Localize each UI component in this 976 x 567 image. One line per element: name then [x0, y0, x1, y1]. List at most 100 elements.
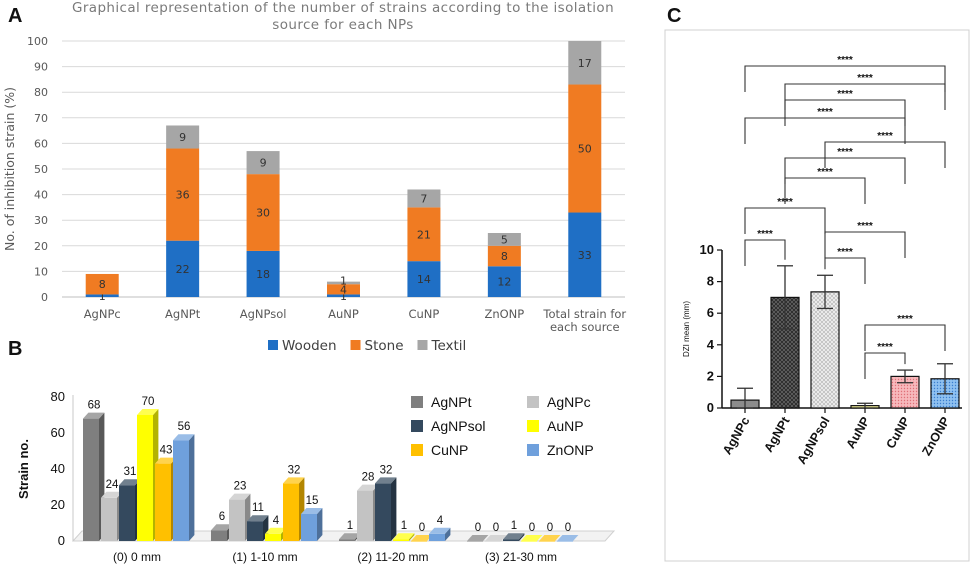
- chart-b-y-tick: 80: [51, 389, 65, 404]
- chart-b-data-label: 32: [380, 464, 393, 476]
- chart-c-significance-label: ****: [777, 197, 793, 208]
- chart-a-legend-swatch-textil: [417, 340, 428, 350]
- chart-a-y-tick: 10: [34, 265, 48, 278]
- chart-b-legend-swatch-agnpt: [411, 396, 423, 408]
- chart-b-bar-top: [283, 477, 305, 484]
- chart-b-legend-swatch-agnpc: [527, 396, 539, 408]
- chart-a-data-label: 9: [260, 157, 267, 170]
- chart-b-data-label: 15: [306, 495, 319, 507]
- chart-a-y-tick: 40: [34, 189, 48, 202]
- chart-b-bar-top: [521, 535, 543, 541]
- panel-c-border: [664, 29, 970, 562]
- chart-c-significance-label: ****: [877, 131, 893, 142]
- chart-b-bar-side: [445, 527, 451, 541]
- chart-b-data-label: 0: [529, 522, 535, 534]
- chart-a-bar-stone: [327, 284, 360, 295]
- chart-a-data-label: 18: [256, 268, 270, 281]
- chart-b-bar-top: [411, 535, 433, 541]
- chart-c-significance-label: ****: [857, 221, 873, 232]
- chart-c-significance-label: ****: [837, 147, 853, 158]
- chart-a-bar-textil: [246, 151, 280, 175]
- chart-b-x-tick: (0) 0 mm: [113, 550, 161, 564]
- chart-b-data-label: 68: [88, 400, 101, 412]
- chart-a-data-label: 9: [179, 131, 186, 144]
- chart-a-legend-swatch-stone: [350, 340, 361, 350]
- chart-c-significance-bracket: [864, 324, 946, 351]
- chart-c-significance-bracket: [744, 239, 786, 266]
- chart-c-y-tick: 6: [707, 305, 714, 320]
- chart-a-bar-textil: [407, 189, 441, 208]
- chart-b-bar-agnpsol: [503, 539, 519, 541]
- chart-a-legend-swatch-wooden: [268, 340, 278, 350]
- chart-b-bar-top: [485, 535, 507, 541]
- panel-c-letter: C: [667, 5, 681, 27]
- chart-b-legend-label-znonp: ZnONP: [547, 442, 594, 458]
- chart-a-y-tick: 80: [34, 86, 48, 99]
- chart-a-y-tick: 0: [41, 291, 48, 304]
- chart-b-bar-top: [393, 533, 415, 540]
- chart-a-y-tick: 20: [34, 240, 48, 253]
- chart-b-bar-agnpc: [357, 490, 373, 541]
- chart-a-bar-textil: [327, 281, 360, 285]
- chart-b-bar-aunp: [265, 533, 281, 541]
- chart-a-bar-wooden: [85, 294, 119, 297]
- chart-c-y-tick: 4: [707, 337, 715, 352]
- chart-a-data-label: 1: [340, 275, 347, 288]
- chart-a-data-label: 17: [578, 57, 592, 70]
- chart-a-data-label: 22: [176, 263, 190, 276]
- chart-b-bar-agnpc: [101, 497, 117, 541]
- chart-b-bar-top: [119, 479, 141, 486]
- chart-b-data-label: 24: [106, 479, 119, 491]
- chart-b-bar-agnpc: [485, 541, 501, 542]
- chart-b-x-tick: (2) 11-20 mm: [357, 550, 428, 564]
- chart-b-legend-swatch-znonp: [527, 444, 539, 456]
- chart-a-title-line-2: source for each NPs: [272, 17, 413, 33]
- chart-a-bar-textil: [487, 233, 521, 246]
- chart-c-x-tick: AgNPt: [761, 414, 793, 455]
- chart-b-legend-label-agnpt: AgNPt: [431, 394, 472, 410]
- chart-a-bar-stone: [407, 207, 441, 262]
- chart-a-bar-stone: [166, 148, 200, 241]
- chart-b-bar-agnpt: [83, 418, 99, 541]
- chart-a-x-tick: AgNPsol: [240, 307, 287, 321]
- chart-b-legend-swatch-cunp: [411, 444, 423, 456]
- chart-c-y-tick: 10: [700, 242, 714, 257]
- chart-a-x-tick: ZnONP: [484, 307, 524, 321]
- chart-b-legend-label-cunp: CuNP: [431, 442, 468, 458]
- chart-b-data-label: 31: [124, 466, 137, 478]
- chart-b-x-tick: (1) 1-10 mm: [232, 550, 297, 564]
- chart-a-y-tick: 100: [27, 35, 48, 48]
- chart-a-x-tick: AgNPc: [84, 307, 121, 321]
- chart-b-data-label: 0: [547, 522, 553, 534]
- chart-a-bar-stone: [568, 84, 602, 213]
- chart-b-bar-top: [83, 412, 105, 419]
- chart-b-bar-side: [519, 533, 525, 541]
- chart-a-bar-stone: [246, 174, 280, 251]
- chart-a-data-label: 4: [340, 283, 347, 296]
- chart-a-legend-label-textil: Textil: [431, 338, 467, 354]
- chart-b-bar-top: [339, 533, 361, 540]
- chart-b-y-tick: 0: [58, 533, 65, 548]
- chart-b-data-label: 11: [252, 502, 264, 514]
- chart-c-x-tick: AgNPsol: [794, 415, 832, 467]
- chart-c-x-tick: AgNPc: [720, 414, 753, 457]
- chart-c-significance-label: ****: [817, 107, 833, 118]
- chart-c-significance-bracket: [824, 257, 866, 284]
- chart-a-bar-wooden: [327, 294, 360, 297]
- chart-b-data-label: 6: [219, 511, 225, 523]
- chart-a-data-label: 21: [417, 228, 431, 241]
- chart-c-significance-label: ****: [837, 247, 853, 258]
- chart-b-bar-agnpc: [229, 499, 245, 541]
- chart-c-significance-bracket: [784, 177, 866, 204]
- panel-b-letter: B: [8, 338, 22, 360]
- chart-c-significance-bracket: [744, 117, 906, 144]
- chart-a-data-label: 8: [501, 250, 508, 263]
- chart-a-data-label: 14: [417, 273, 431, 286]
- chart-a-data-label: 30: [256, 207, 270, 220]
- chart-a-legend-label-stone: Stone: [365, 338, 404, 354]
- chart-c: 0 2 4 6 8 10 DZI mean (mm) AgNPc AgNPt AgNPsol AuN…: [682, 55, 962, 467]
- chart-b-data-label: 0: [493, 522, 499, 534]
- chart-a: Graphical representation of the number o…: [2, 0, 626, 354]
